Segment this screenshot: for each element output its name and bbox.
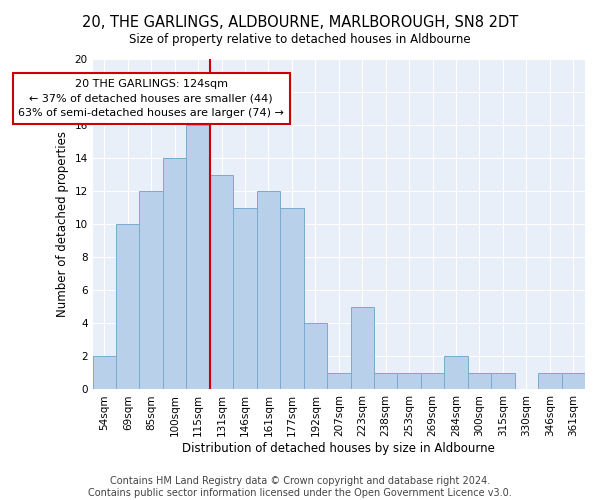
Bar — [327, 373, 350, 390]
Text: 20 THE GARLINGS: 124sqm
← 37% of detached houses are smaller (44)
63% of semi-de: 20 THE GARLINGS: 124sqm ← 37% of detache… — [18, 79, 284, 118]
Bar — [116, 224, 139, 390]
Text: Contains HM Land Registry data © Crown copyright and database right 2024.
Contai: Contains HM Land Registry data © Crown c… — [88, 476, 512, 498]
Bar — [92, 356, 116, 390]
Bar — [210, 174, 233, 390]
Bar — [397, 373, 421, 390]
Text: Size of property relative to detached houses in Aldbourne: Size of property relative to detached ho… — [129, 32, 471, 46]
Bar — [538, 373, 562, 390]
Bar — [445, 356, 468, 390]
Bar — [562, 373, 585, 390]
Text: 20, THE GARLINGS, ALDBOURNE, MARLBOROUGH, SN8 2DT: 20, THE GARLINGS, ALDBOURNE, MARLBOROUGH… — [82, 15, 518, 30]
Bar — [257, 191, 280, 390]
X-axis label: Distribution of detached houses by size in Aldbourne: Distribution of detached houses by size … — [182, 442, 495, 455]
Bar — [468, 373, 491, 390]
Bar — [139, 191, 163, 390]
Bar — [350, 307, 374, 390]
Bar — [421, 373, 445, 390]
Bar — [304, 324, 327, 390]
Bar — [233, 208, 257, 390]
Y-axis label: Number of detached properties: Number of detached properties — [56, 131, 69, 317]
Bar — [491, 373, 515, 390]
Bar — [187, 125, 210, 390]
Bar — [280, 208, 304, 390]
Bar — [163, 158, 187, 390]
Bar — [374, 373, 397, 390]
